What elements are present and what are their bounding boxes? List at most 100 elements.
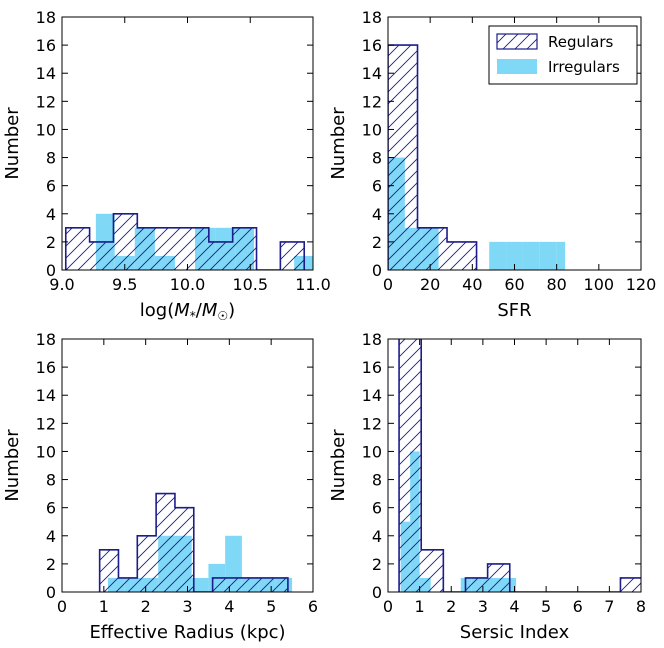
irregular-bar (522, 241, 540, 270)
x-tick-label: 20 (420, 275, 440, 294)
regular-bar (447, 241, 477, 270)
regular-bar (137, 227, 162, 270)
y-tick-label: 8 (46, 471, 56, 490)
x-tick-label: 120 (626, 275, 657, 294)
y-tick-label: 0 (46, 583, 56, 602)
y-tick-label: 4 (372, 527, 382, 546)
x-tick-label: 6 (308, 597, 318, 616)
x-axis-label: Sersic Index (460, 622, 570, 643)
y-tick-label: 2 (372, 233, 382, 252)
y-tick-label: 8 (372, 149, 382, 168)
y-tick-label: 4 (46, 527, 56, 546)
x-axis-label: log(M*/M☉) (140, 300, 235, 323)
regular-bar (113, 213, 138, 270)
y-tick-label: 2 (372, 555, 382, 574)
regular-bar (212, 577, 232, 592)
y-tick-label: 14 (36, 64, 56, 83)
y-tick-label: 16 (36, 36, 56, 55)
regular-bar (417, 227, 448, 270)
regular-bar (89, 241, 114, 270)
x-tick-label: 9.0 (49, 275, 74, 294)
irregular-bar (556, 241, 566, 270)
x-tick-label: 2 (141, 597, 151, 616)
y-tick-label: 8 (46, 149, 56, 168)
y-tick-label: 12 (362, 92, 382, 111)
x-tick-label: 6 (573, 597, 583, 616)
y-tick-label: 10 (362, 120, 382, 139)
ticks-layer: 0 20 40 60 80 100 120 0 2 4 6 8 10 12 14 16 18 (362, 8, 657, 294)
bars-layer (98, 492, 293, 592)
x-tick-label: 4 (224, 597, 234, 616)
x-axis-label: SFR (497, 300, 531, 321)
x-tick-label: 0 (57, 597, 67, 616)
y-tick-label: 6 (372, 177, 382, 196)
y-tick-label: 0 (372, 583, 382, 602)
regular-bar (421, 549, 444, 592)
regular-bar (99, 549, 119, 592)
x-tick-label: 3 (478, 597, 488, 616)
panel-sfr: 0 20 40 60 80 100 120 0 2 4 6 8 10 12 14 16 18 SFR Numbe… (328, 8, 656, 321)
y-tick-label: 14 (362, 64, 382, 83)
legend-swatch-irregulars (497, 59, 537, 74)
x-tick-label: 7 (604, 597, 614, 616)
regular-outline (398, 339, 641, 592)
regular-bar (269, 577, 288, 592)
y-tick-label: 16 (36, 358, 56, 377)
y-tick-label: 14 (362, 386, 382, 405)
y-tick-label: 6 (46, 177, 56, 196)
y-tick-label: 4 (46, 205, 56, 224)
irregular-bar (539, 241, 557, 270)
x-tick-label: 40 (462, 275, 482, 294)
regular-bar (208, 241, 233, 270)
regular-bar (620, 577, 641, 592)
regular-bar (65, 227, 90, 270)
y-tick-label: 8 (372, 471, 382, 490)
regular-bar (250, 577, 270, 592)
legend-swatch-regulars (496, 33, 538, 50)
regular-bar (137, 535, 157, 592)
regular-outline (64, 212, 306, 270)
y-tick-label: 18 (36, 330, 56, 349)
irregular-bar (191, 577, 209, 592)
y-tick-label: 12 (362, 414, 382, 433)
y-axis-label: Number (328, 429, 349, 502)
y-tick-label: 4 (372, 205, 382, 224)
regular-bar (174, 507, 194, 592)
y-axis-label: Number (2, 429, 23, 502)
regular-bar (118, 577, 138, 592)
x-tick-label: 1 (415, 597, 425, 616)
y-axis-label: Number (2, 107, 23, 180)
x-tick-label: 1 (99, 597, 109, 616)
y-tick-label: 2 (46, 233, 56, 252)
x-tick-label: 5 (266, 597, 276, 616)
regular-bar (161, 227, 185, 270)
regular-bar (184, 227, 209, 270)
regular-bar (232, 227, 257, 270)
y-axis-label: Number (328, 107, 349, 180)
x-axis-label: Effective Radius (kpc) (89, 622, 285, 643)
regular-bar (465, 577, 488, 592)
irregular-bar (489, 241, 507, 270)
y-tick-label: 12 (36, 92, 56, 111)
regular-outline (98, 492, 289, 592)
x-tick-label: 8 (636, 597, 646, 616)
x-tick-label: 60 (504, 275, 524, 294)
legend-label-regulars: Regulars (548, 33, 614, 51)
x-tick-label: 100 (584, 275, 615, 294)
irregular-bar (506, 241, 523, 270)
x-tick-label: 11.0 (295, 275, 331, 294)
legend: Regulars Irregulars (488, 25, 638, 85)
x-tick-label: 2 (446, 597, 456, 616)
y-tick-label: 16 (362, 36, 382, 55)
x-tick-label: 10.0 (170, 275, 206, 294)
ticks-layer: 9.0 9.5 10.0 10.5 11.0 0 2 4 6 8 10 12 14 16 18 (36, 8, 331, 294)
bars-layer (398, 339, 641, 592)
regular-bar (399, 339, 422, 592)
legend-label-irregulars: Irregulars (548, 58, 620, 76)
x-tick-label: 3 (182, 597, 192, 616)
y-tick-label: 12 (36, 414, 56, 433)
